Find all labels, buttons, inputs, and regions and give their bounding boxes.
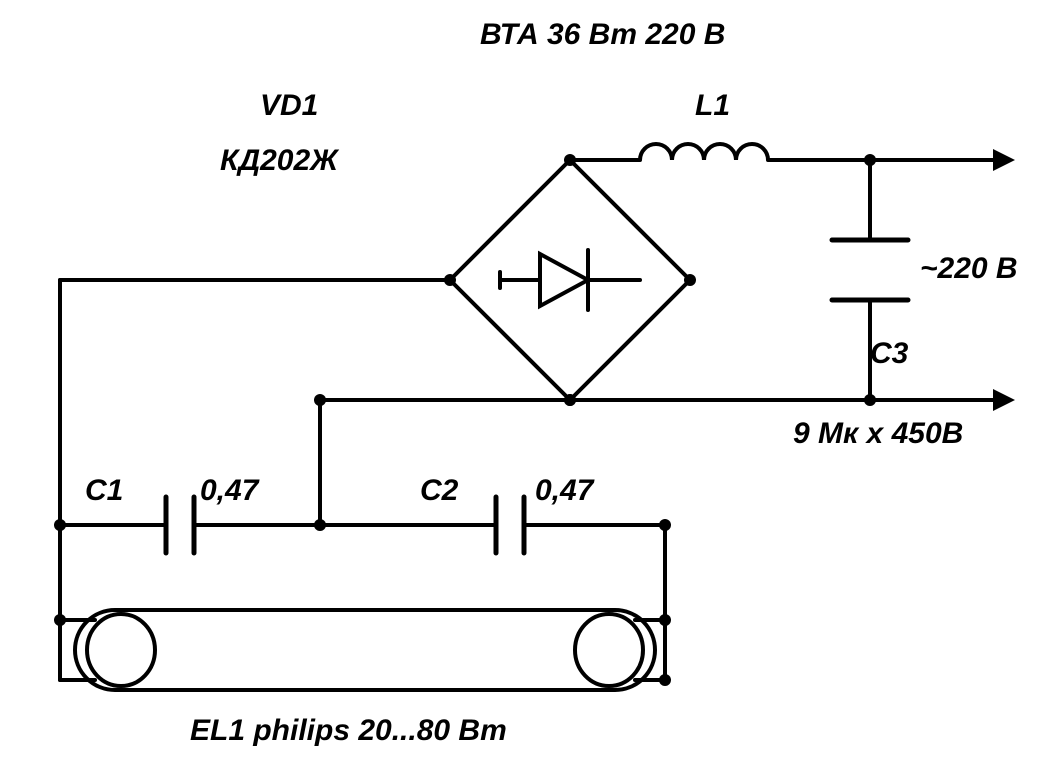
label-c2_name: С2 (420, 474, 459, 507)
label-c3_name: С3 (870, 337, 909, 370)
label-l1: L1 (695, 89, 730, 122)
label-c1_name: С1 (85, 474, 123, 507)
bridge-rectifier (450, 160, 690, 400)
label-c1_val: 0,47 (200, 474, 260, 507)
label-vd1: VD1 (260, 89, 318, 122)
circuit-schematic: ВТА 36 Вm 220 В L1 VD1 КД202Ж ~220 В С3 9 Мк х… (0, 0, 1037, 761)
label-kd202: КД202Ж (220, 144, 340, 177)
label-c2_val: 0,47 (535, 474, 595, 507)
label-el1: EL1 philips 20...80 Вm (190, 714, 507, 747)
lamp-filament-left (87, 614, 155, 686)
lamp-el1 (75, 610, 655, 690)
diode-icon (540, 254, 588, 306)
inductor-l1 (640, 144, 768, 160)
label-bta: ВТА 36 Вm 220 В (480, 18, 725, 51)
label-c3_val: 9 Мк х 450В (793, 417, 963, 450)
lamp-filament-right (575, 614, 643, 686)
label-ac220: ~220 В (920, 252, 1018, 285)
